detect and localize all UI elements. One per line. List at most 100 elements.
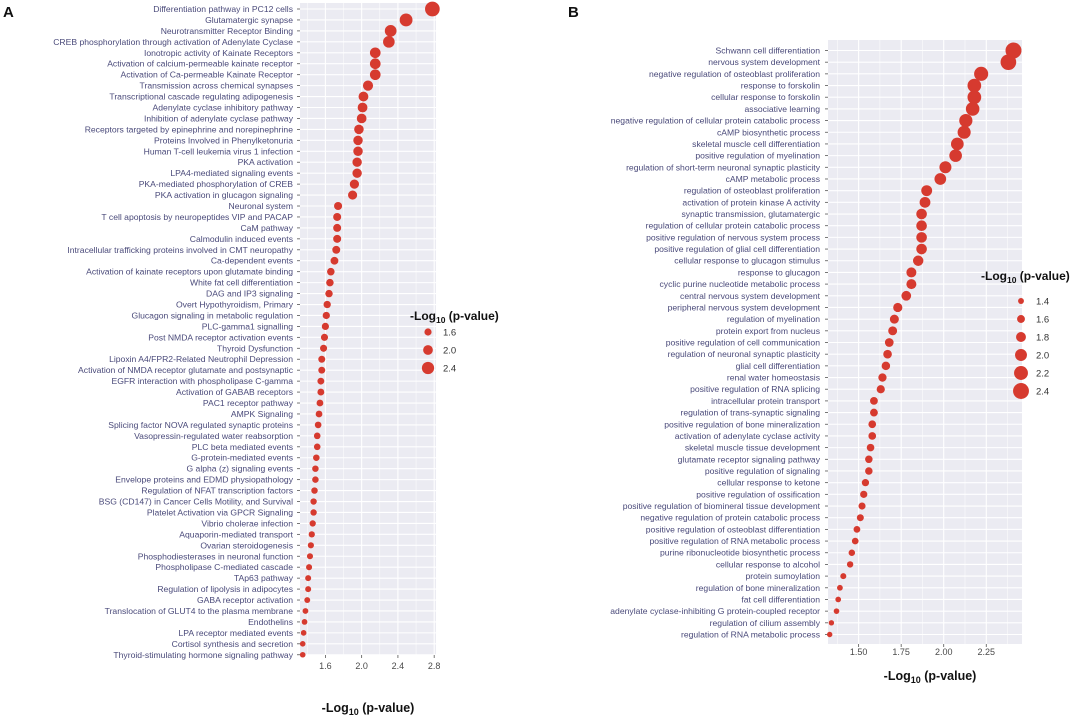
- category-label: positive regulation of biomineral tissue…: [623, 501, 821, 511]
- data-point: [299, 641, 306, 647]
- legend-value: 2.4: [1036, 387, 1049, 398]
- category-label: regulation of osteoblast proliferation: [684, 186, 820, 196]
- data-point: [889, 314, 899, 324]
- data-point: [362, 80, 374, 91]
- panel-a-points: [299, 1, 440, 658]
- category-label: cellular response to alcohol: [716, 559, 820, 569]
- category-label: CaM pathway: [240, 223, 293, 233]
- category-label: Vasopressin-regulated water reabsorption: [134, 431, 293, 441]
- data-point: [353, 146, 363, 157]
- data-point: [369, 58, 381, 70]
- data-point: [865, 467, 873, 475]
- category-label: activation of protein kinase A activity: [682, 197, 820, 207]
- data-point: [425, 1, 440, 17]
- data-point: [853, 525, 861, 533]
- category-label: cAMP metabolic process: [726, 174, 820, 184]
- category-label: positive regulation of cell communicatio…: [666, 338, 821, 348]
- data-point: [861, 479, 870, 487]
- x-tick-label: 2.25: [977, 647, 995, 657]
- category-label: nervous system development: [708, 57, 820, 67]
- data-point: [888, 326, 898, 336]
- category-label: intracellular protein transport: [711, 396, 821, 406]
- legend-value: 1.6: [1036, 315, 1049, 326]
- data-point: [307, 542, 314, 549]
- category-label: Splicing factor NOVA regulated synaptic …: [108, 420, 293, 430]
- data-point: [893, 302, 903, 313]
- data-point: [916, 243, 927, 255]
- category-label: Overt Hypothyroidism, Primary: [176, 300, 294, 310]
- data-point: [967, 90, 982, 105]
- x-tick-label: 2.8: [428, 661, 441, 671]
- data-point: [881, 361, 891, 371]
- legend-swatch: [1018, 298, 1024, 304]
- data-point: [870, 397, 878, 405]
- category-label: Adenylate cyclase inhibitory pathway: [153, 103, 294, 113]
- data-point: [848, 549, 856, 556]
- legend-value: 2.2: [1036, 369, 1049, 380]
- legend-value: 1.4: [1036, 297, 1049, 308]
- data-point: [299, 651, 306, 658]
- data-point: [321, 322, 329, 330]
- data-point: [300, 630, 307, 636]
- category-label: Thyroid Dysfunction: [217, 343, 293, 353]
- legend-swatch: [1017, 315, 1025, 323]
- data-point: [870, 408, 878, 417]
- category-label: negative regulation of osteoblast prolif…: [649, 69, 820, 79]
- category-label: regulation of short-term neuronal synapt…: [626, 162, 821, 172]
- category-label: Vibrio cholerae infection: [201, 518, 293, 528]
- category-label: Glutamatergic synapse: [205, 15, 293, 25]
- data-point: [308, 531, 315, 538]
- data-point: [840, 573, 847, 580]
- category-label: G alpha (z) signaling events: [186, 464, 293, 474]
- panel-b-legend-title: -Log10 (p-value): [981, 269, 1070, 285]
- data-point: [301, 619, 308, 625]
- legend-value: 2.0: [443, 346, 456, 357]
- data-point: [315, 410, 323, 418]
- legend-value: 2.0: [1036, 351, 1049, 362]
- data-point: [934, 173, 947, 185]
- category-label: Differentiation pathway in PC12 cells: [153, 4, 293, 14]
- panel-a-x-ticks: 1.6 2.0 2.4 2.8: [319, 655, 440, 671]
- category-label: Human T-cell leukemia virus 1 infection: [144, 146, 294, 156]
- panel-a-legend-title: -Log10 (p-value): [410, 309, 499, 325]
- category-label: CREB phosphorylation through activation …: [53, 37, 293, 47]
- data-point: [860, 490, 868, 498]
- category-label: cAMP biosynthetic process: [717, 127, 820, 137]
- category-label: LPA receptor mediated events: [179, 628, 294, 638]
- category-label: Regulation of NFAT transcription factors: [141, 486, 293, 496]
- legend-value: 1.6: [443, 328, 456, 339]
- data-point: [302, 608, 309, 614]
- category-label: Platelet Activation via GPCR Signaling: [147, 507, 293, 517]
- category-label: Translocation of GLUT4 to the plasma mem…: [105, 606, 294, 616]
- category-label: negative regulation of protein catabolic…: [640, 513, 820, 523]
- data-point: [399, 13, 413, 27]
- data-point: [827, 631, 833, 638]
- category-label: Glucagon signaling in metabolic regulati…: [132, 310, 294, 320]
- category-label: Proteins Involved in Phenylketonuria: [154, 135, 293, 145]
- panel-a: A Differentiation pathway in PC12 cellsG…: [3, 1, 499, 717]
- category-label: G-protein-mediated events: [191, 453, 293, 463]
- data-point: [354, 124, 364, 135]
- data-point: [327, 267, 335, 276]
- category-label: fat cell differentiation: [741, 594, 820, 604]
- category-label: cyclic purine nucleotide metabolic proce…: [660, 279, 821, 289]
- category-label: Activation of calcium-permeable kainate …: [107, 59, 293, 69]
- category-label: Schwann cell differentiation: [716, 46, 821, 56]
- category-label: DAG and IP3 signaling: [206, 289, 293, 299]
- legend-swatch: [424, 328, 432, 336]
- data-point: [884, 338, 894, 347]
- category-label: EGFR interaction with phospholipase C-ga…: [111, 376, 293, 386]
- category-label: Activation of GABAB receptors: [176, 387, 293, 397]
- data-point: [919, 196, 931, 208]
- data-point: [334, 201, 343, 211]
- category-label: positive regulation of RNA splicing: [690, 384, 820, 394]
- data-point: [352, 157, 362, 167]
- category-label: Ca-dependent events: [211, 256, 293, 266]
- category-label: glutamate receptor signaling pathway: [678, 454, 821, 464]
- legend-swatch: [1016, 332, 1026, 342]
- data-point: [369, 47, 381, 59]
- category-label: Neurotransmitter Receptor Binding: [161, 26, 294, 36]
- data-point: [349, 179, 360, 189]
